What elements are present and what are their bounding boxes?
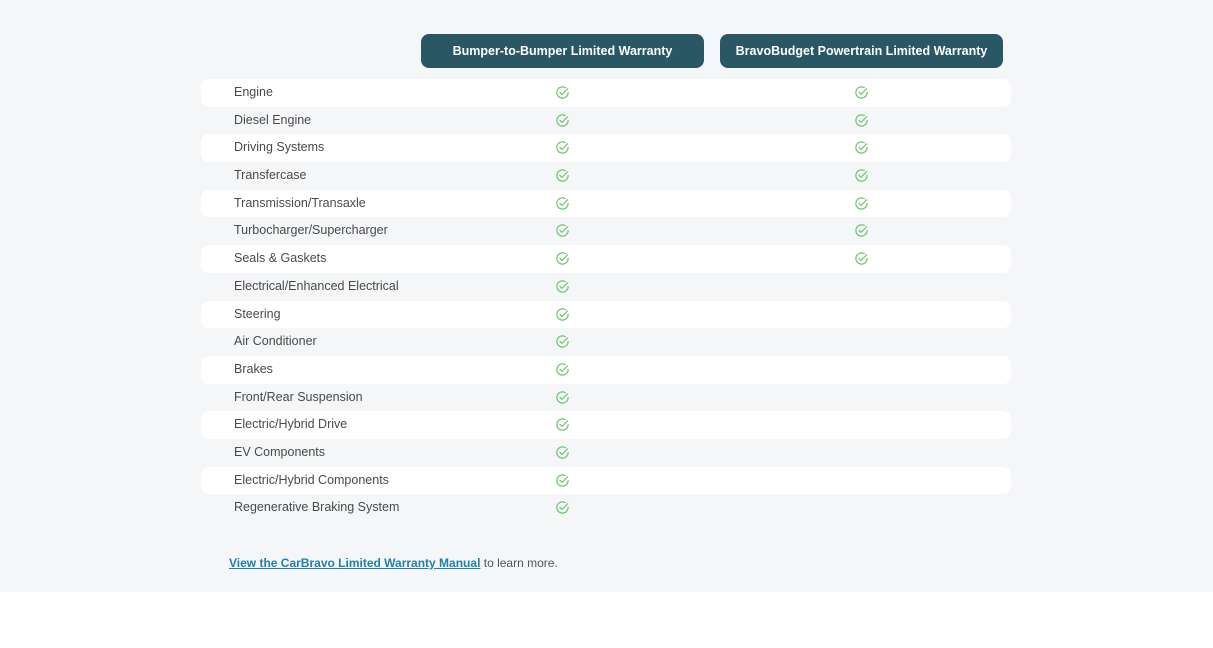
row-label: Transmission/Transaxle bbox=[234, 195, 366, 210]
check-circle-icon bbox=[556, 446, 569, 459]
footer-note: View the CarBravo Limited Warranty Manua… bbox=[229, 556, 558, 570]
table-row: Regenerative Braking System bbox=[201, 494, 1011, 522]
check-circle-icon bbox=[556, 224, 569, 238]
table-row: Electrical/Enhanced Electrical bbox=[201, 273, 1011, 301]
check-circle-icon bbox=[556, 390, 569, 404]
table-row: Transfercase bbox=[201, 162, 1011, 190]
row-label: Turbocharger/Supercharger bbox=[234, 223, 388, 238]
check-circle-icon bbox=[855, 197, 868, 210]
check-circle-icon bbox=[855, 252, 868, 265]
table-row: Electric/Hybrid Drive bbox=[201, 411, 1011, 439]
check-circle-icon bbox=[556, 335, 569, 348]
table-row: Diesel Engine bbox=[201, 107, 1011, 135]
check-circle-icon bbox=[855, 224, 868, 238]
check-circle-icon bbox=[556, 418, 569, 431]
warranty-comparison-section: Bumper-to-Bumper Limited Warranty BravoB… bbox=[0, 0, 1213, 592]
table-row: Electric/Hybrid Components bbox=[201, 466, 1011, 495]
table-row: Transmission/Transaxle bbox=[201, 189, 1011, 218]
check-circle-icon bbox=[556, 501, 569, 514]
row-label: Transfercase bbox=[234, 168, 307, 183]
coverage-table: Engine Diesel Engine Driving Systems Transf… bbox=[201, 79, 1011, 522]
check-circle-icon bbox=[556, 141, 569, 155]
table-row: Air Conditioner bbox=[201, 328, 1011, 356]
table-row: Front/Rear Suspension bbox=[201, 384, 1011, 412]
row-label: Electric/Hybrid Drive bbox=[234, 417, 348, 432]
table-row: Brakes bbox=[201, 355, 1011, 384]
row-label: Seals & Gaskets bbox=[234, 251, 327, 266]
table-row: Engine bbox=[201, 79, 1011, 107]
check-circle-icon bbox=[556, 307, 569, 321]
check-circle-icon bbox=[855, 86, 868, 99]
check-circle-icon bbox=[556, 86, 569, 99]
table-row: Steering bbox=[201, 300, 1011, 329]
row-label: Steering bbox=[234, 306, 281, 321]
row-label: Front/Rear Suspension bbox=[234, 389, 363, 404]
row-label: Diesel Engine bbox=[234, 112, 312, 127]
row-label: Electric/Hybrid Components bbox=[234, 472, 389, 487]
table-row: Turbocharger/Supercharger bbox=[201, 217, 1011, 245]
row-label: Electrical/Enhanced Electrical bbox=[234, 278, 399, 293]
check-circle-icon bbox=[556, 169, 569, 182]
row-label: Brakes bbox=[234, 361, 273, 376]
powertrain-header: BravoBudget Powertrain Limited Warranty bbox=[720, 34, 1003, 68]
check-circle-icon bbox=[556, 363, 569, 376]
footer-text: to learn more. bbox=[480, 556, 558, 570]
table-row: Seals & Gaskets bbox=[201, 245, 1011, 273]
table-row: EV Components bbox=[201, 439, 1011, 467]
check-circle-icon bbox=[556, 197, 569, 210]
check-circle-icon bbox=[855, 114, 868, 127]
check-circle-icon bbox=[556, 252, 569, 265]
row-label: Regenerative Braking System bbox=[234, 500, 400, 515]
warranty-manual-link[interactable]: View the CarBravo Limited Warranty Manua… bbox=[229, 556, 481, 570]
check-circle-icon bbox=[556, 280, 569, 293]
row-label: EV Components bbox=[234, 444, 326, 459]
row-label: Driving Systems bbox=[234, 140, 325, 155]
row-label: Engine bbox=[234, 85, 273, 99]
check-circle-icon bbox=[556, 473, 569, 487]
check-circle-icon bbox=[855, 169, 868, 182]
check-circle-icon bbox=[855, 141, 868, 155]
row-label: Air Conditioner bbox=[234, 334, 317, 349]
table-row: Driving Systems bbox=[201, 134, 1011, 163]
check-circle-icon bbox=[556, 114, 569, 127]
bumper-to-bumper-header: Bumper-to-Bumper Limited Warranty bbox=[421, 34, 704, 68]
